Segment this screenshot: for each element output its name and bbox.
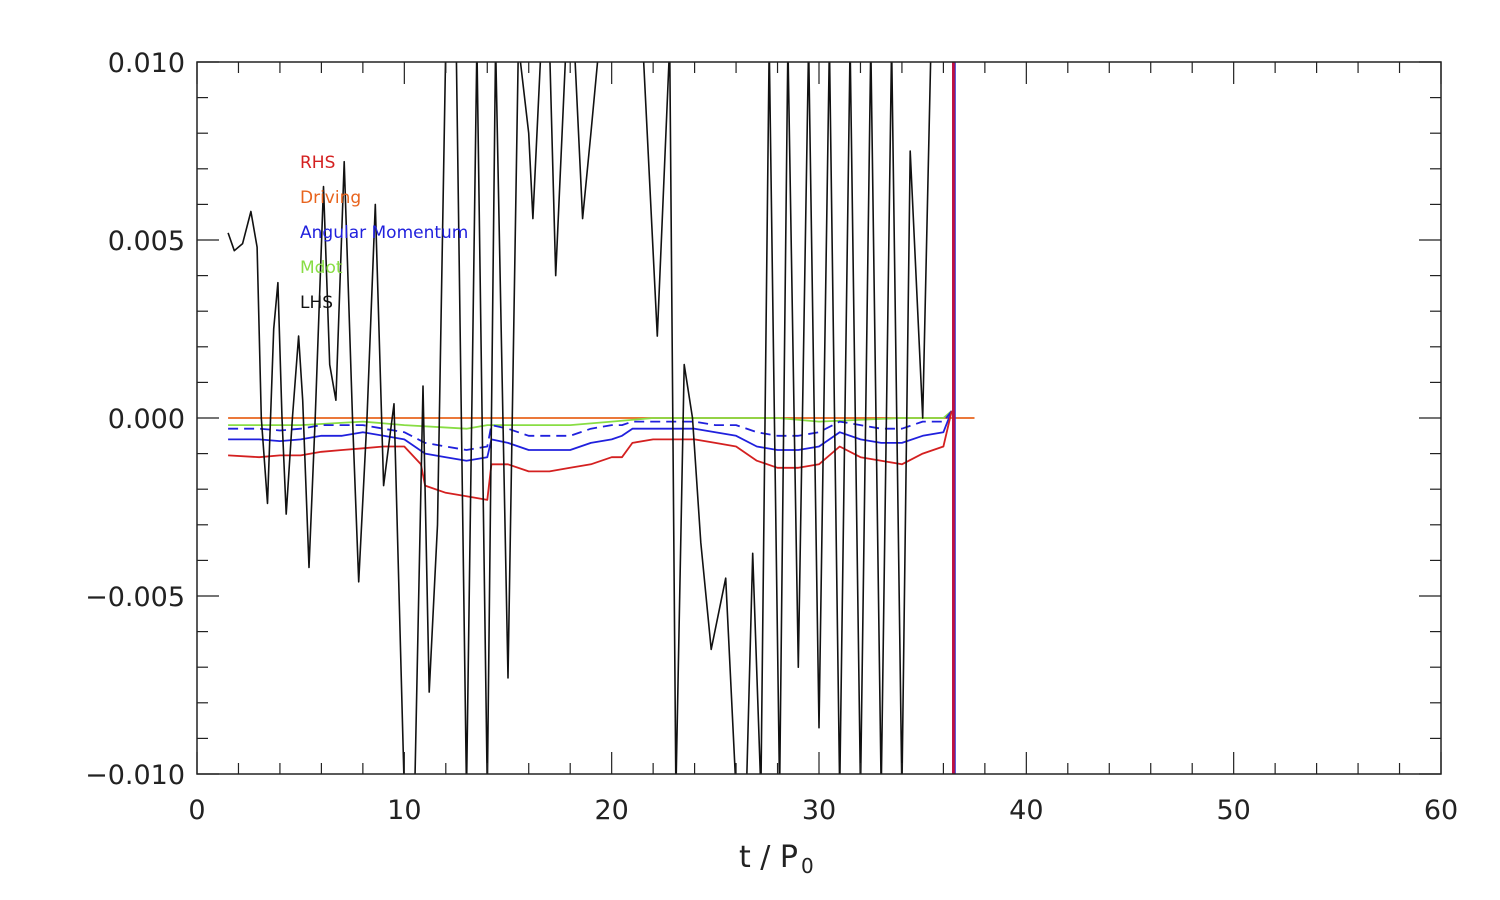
tick-layer <box>196 61 1442 775</box>
y-tick-label: 0.000 <box>108 404 185 435</box>
x-tick-label: 20 <box>594 795 628 826</box>
x-tick-label: 10 <box>387 795 421 826</box>
legend-entry-driving: Driving <box>300 188 361 208</box>
legend-entry-angular-momentum: Angular Momentum <box>300 223 468 243</box>
series-line-rhs <box>228 410 953 501</box>
legend-entry-rhs: RHS <box>300 153 335 173</box>
series-line-lhs <box>227 62 932 774</box>
x-tick-label: 60 <box>1424 795 1458 826</box>
y-tick-label: −0.010 <box>85 760 185 791</box>
x-tick-label: 0 <box>188 795 205 826</box>
legend-entry-lhs: LHS <box>300 293 333 313</box>
series-layer <box>227 62 975 774</box>
x-tick-label: 40 <box>1009 795 1043 826</box>
y-tick-label: −0.005 <box>85 582 185 613</box>
y-tick-label: 0.010 <box>108 48 185 79</box>
x-tick-label: 30 <box>802 795 836 826</box>
legend-entry-mdot: Mdot <box>300 258 343 278</box>
marker-layer <box>952 62 956 774</box>
x-axis-label: t / P <box>739 840 798 875</box>
tick-label-layer: 0 10 20 30 40 50 60 0.010 0.005 0.000 −0.005 −0.010 <box>85 48 1458 826</box>
series-line-mdot <box>228 410 953 430</box>
legend: RHS Driving Angular Momentum Mdot LHS <box>300 153 468 313</box>
y-tick-label: 0.005 <box>108 226 185 257</box>
x-axis-label-subscript: 0 <box>801 854 814 878</box>
x-tick-label: 50 <box>1216 795 1250 826</box>
